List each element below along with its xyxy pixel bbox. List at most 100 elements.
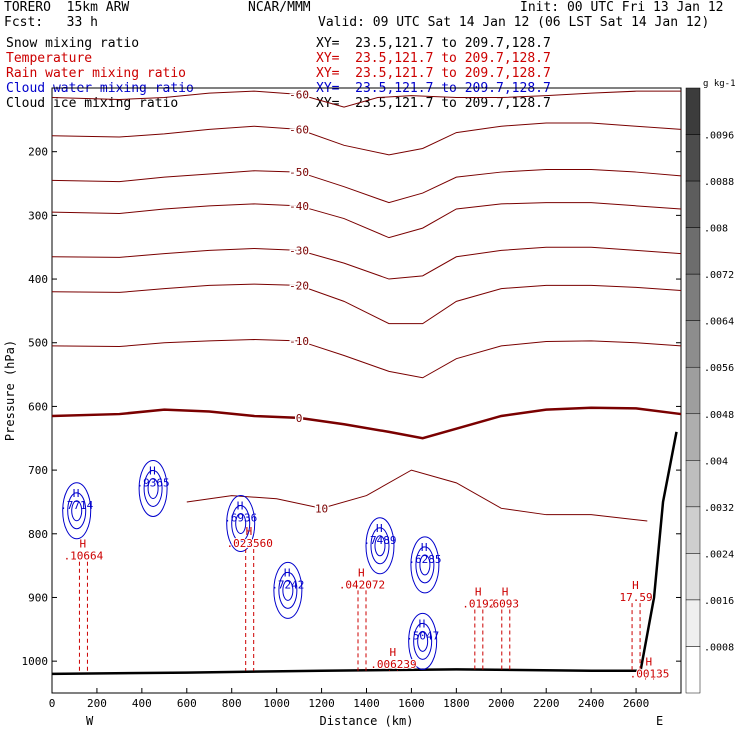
- temperature-contour: [51, 169, 682, 204]
- rain-max-label: .10664: [64, 550, 104, 563]
- y-tick-label: 200: [28, 146, 48, 159]
- cloud-water-contour: [415, 546, 435, 584]
- rain-max-label: .00135: [630, 668, 670, 681]
- colorbar-swatch: [685, 227, 701, 275]
- cloud-water-contour: [365, 517, 395, 575]
- colorbar-swatch: [685, 553, 701, 601]
- temperature-contour-label: -10: [289, 335, 309, 348]
- temperature-contour-label: 10: [315, 502, 328, 515]
- temperature-contour: [51, 339, 682, 379]
- east-label: E: [656, 714, 663, 728]
- x-tick-label: 1800: [443, 697, 470, 710]
- x-tick-label: 1600: [398, 697, 425, 710]
- cloud-water-contour: [71, 500, 83, 522]
- y-tick-label: 600: [28, 400, 48, 413]
- rain-max-label: 17.59: [620, 591, 653, 604]
- temperature-contour: [51, 246, 682, 280]
- rain-max-label: .042072: [339, 578, 385, 591]
- temperature-contour-label: -40: [289, 200, 309, 213]
- colorbar-swatch: [685, 320, 701, 368]
- y-tick-label: 500: [28, 337, 48, 350]
- cloud-water-contour: [374, 535, 386, 557]
- y-axis-label: Pressure (hPa): [3, 340, 17, 441]
- field-name: Rain water mixing ratio: [6, 66, 187, 81]
- colorbar-swatch: [685, 646, 701, 694]
- rain-max-marker: H: [646, 656, 653, 669]
- forecast-hour: Fcst: 33 h: [4, 15, 98, 30]
- temperature-contour: [51, 406, 682, 440]
- valid-time: Valid: 09 UTC Sat 14 Jan 12 (06 LST Sat …: [318, 15, 710, 30]
- x-tick-label: 2600: [623, 697, 650, 710]
- colorbar-swatch: [685, 366, 701, 415]
- model-title: TORERO 15km ARW: [4, 0, 130, 15]
- cloud-max-label: .7714: [60, 499, 93, 512]
- rain-max-label: .006239: [370, 658, 416, 671]
- cloud-max-marker: H: [421, 541, 428, 554]
- cloud-water-contour: [413, 622, 433, 660]
- rain-max-label: .0192: [462, 597, 495, 610]
- cloud-max-marker: H: [419, 617, 426, 630]
- cloud-water-contour: [235, 513, 247, 534]
- west-label: W: [86, 714, 94, 728]
- colorbar-tick-label: .0016: [704, 596, 734, 607]
- y-tick-label: 800: [28, 528, 48, 541]
- x-tick-label: 2000: [488, 697, 515, 710]
- colorbar-tick-label: .0048: [704, 410, 734, 421]
- colorbar-tick-label: .0088: [704, 177, 734, 188]
- rain-max-label: .023560: [227, 537, 273, 550]
- cloud-water-contour: [278, 571, 298, 609]
- x-axis-label: Distance (km): [320, 714, 414, 728]
- cloud-water-contour: [419, 554, 431, 576]
- field-name: Cloud water mixing ratio: [6, 81, 194, 96]
- colorbar-tick-label: .0032: [704, 503, 734, 514]
- init-time: Init: 00 UTC Fri 13 Jan 12: [520, 0, 724, 15]
- y-tick-label: 300: [28, 209, 48, 222]
- y-tick-label: 900: [28, 591, 48, 604]
- cloud-max-label: .6936: [224, 512, 257, 525]
- y-tick-label: 1000: [22, 655, 49, 668]
- field-name: Temperature: [6, 51, 93, 66]
- temperature-contour-label: -60: [289, 123, 309, 136]
- cloud-water-contour: [147, 477, 159, 499]
- colorbar-tick-label: .0056: [704, 363, 734, 374]
- rain-max-marker: H: [632, 579, 639, 592]
- temperature-contour-label: -50: [289, 166, 309, 179]
- temperature-contour: [51, 283, 682, 325]
- cloud-water-contour: [138, 459, 168, 517]
- cloud-water-contour: [67, 492, 87, 530]
- temperature-contour: [51, 90, 681, 108]
- cloud-water-contour: [370, 527, 390, 565]
- temperature-contour: [51, 122, 682, 156]
- x-tick-label: 1200: [308, 697, 335, 710]
- cloud-max-marker: H: [73, 487, 80, 500]
- colorbar-tick-label: .0024: [704, 549, 734, 560]
- temperature-contour-label: -20: [289, 279, 309, 292]
- colorbar-tick-label: .0072: [704, 270, 734, 281]
- colorbar-swatch: [685, 460, 701, 508]
- colorbar-tick-label: .0064: [704, 317, 734, 328]
- rain-max-marker: H: [358, 566, 365, 579]
- temperature-contour: [186, 469, 648, 522]
- cloud-water-contour: [143, 469, 163, 507]
- cloud-max-label: .7489: [363, 534, 396, 547]
- colorbar-swatch: [685, 273, 701, 321]
- cloud-water-contour: [408, 612, 438, 670]
- temperature-contour-label: 0: [296, 412, 303, 425]
- cloud-water-contour: [273, 561, 303, 619]
- x-tick-label: 0: [49, 697, 56, 710]
- y-tick-label: 700: [28, 464, 48, 477]
- field-xy: XY= 23.5,121.7 to 209.7,128.7: [316, 96, 551, 111]
- x-tick-label: 200: [87, 697, 107, 710]
- rain-max-marker: H: [79, 538, 86, 551]
- colorbar-swatch: [685, 87, 701, 135]
- colorbar-tick-label: .004: [704, 456, 728, 467]
- temperature-contour: [51, 202, 682, 239]
- cloud-max-marker: H: [284, 566, 291, 579]
- x-tick-label: 2200: [533, 697, 560, 710]
- cloud-water-contour: [410, 536, 440, 594]
- colorbar-swatch: [685, 599, 701, 647]
- rain-max-marker: H: [246, 525, 253, 538]
- terrain-surface: [51, 431, 678, 676]
- colorbar-swatch: [685, 413, 701, 461]
